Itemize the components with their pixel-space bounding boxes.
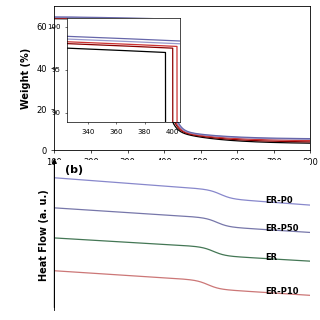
X-axis label: Temperature (°C): Temperature (°C) [135, 172, 230, 183]
Y-axis label: Heat Flow (a. u.): Heat Flow (a. u.) [39, 189, 49, 281]
Text: ER: ER [265, 253, 277, 262]
Y-axis label: Weight (%): Weight (%) [20, 48, 31, 109]
Text: ER-P0: ER-P0 [265, 196, 293, 205]
Text: ER-P10: ER-P10 [265, 287, 299, 296]
Text: (b): (b) [65, 164, 83, 174]
Text: ER-P50: ER-P50 [265, 224, 299, 233]
